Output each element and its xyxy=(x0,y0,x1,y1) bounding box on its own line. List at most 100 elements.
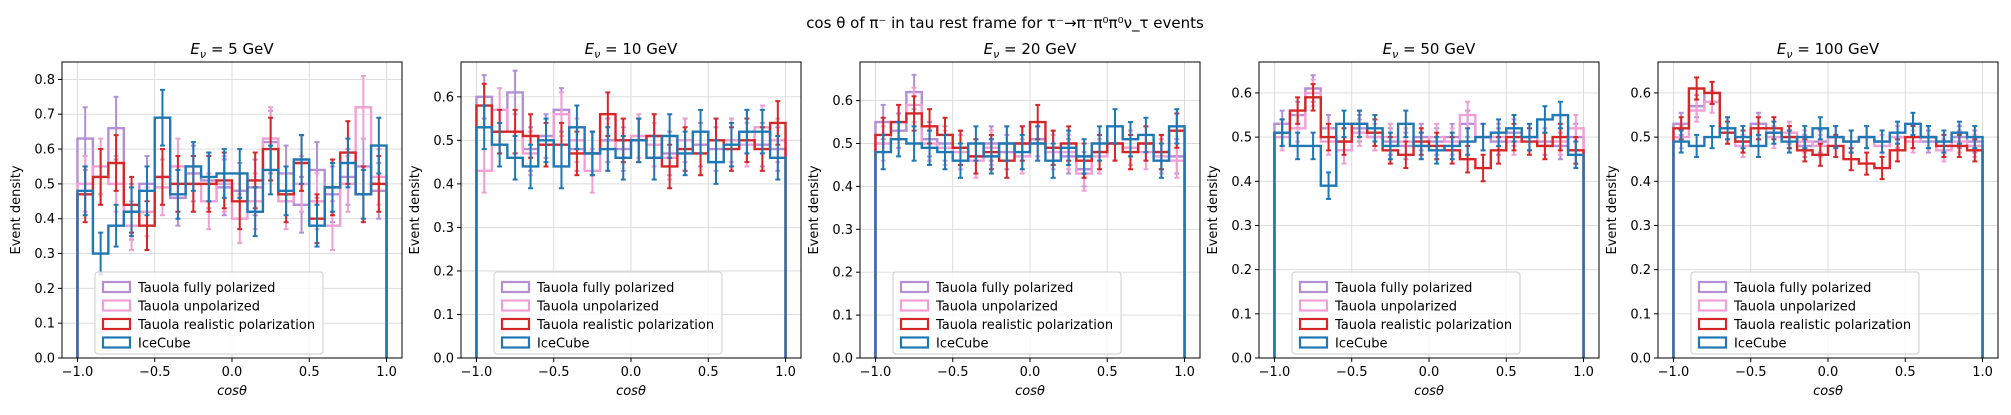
series-icecube xyxy=(1672,111,1984,358)
y-tick-label: 0.4 xyxy=(1630,175,1651,190)
y-tick-label: 0.1 xyxy=(1231,307,1252,322)
x-tick-label: 0.5 xyxy=(1496,365,1517,380)
y-tick-label: 0.6 xyxy=(1630,86,1651,101)
y-tick-label: 0.2 xyxy=(1630,263,1651,278)
legend-swatch xyxy=(500,280,531,294)
legend: Tauola fully polarized Tauola unpolarized… xyxy=(493,271,723,355)
histogram-step xyxy=(1672,122,1984,358)
x-tick-label: −1.0 xyxy=(461,365,493,380)
y-tick-label: 0.1 xyxy=(433,308,454,323)
legend-box xyxy=(1690,271,1920,355)
legend-swatch xyxy=(1697,317,1728,331)
legend-box xyxy=(892,271,1122,355)
x-tick-label: 0.0 xyxy=(1818,365,1839,380)
series-icecube xyxy=(76,88,388,358)
x-tick-label: −0.5 xyxy=(937,365,969,380)
subplot-title: Eν = 50 GeV xyxy=(1383,40,1476,61)
legend-swatch xyxy=(899,299,930,312)
y-tick-label: 0.4 xyxy=(1231,175,1252,190)
legend-box xyxy=(493,271,723,355)
y-tick-label: 0.2 xyxy=(433,264,454,279)
legend-entry-label: Tauola unpolarized xyxy=(1733,300,1856,315)
legend: Tauola fully polarized Tauola unpolarized… xyxy=(1690,271,1920,355)
x-tick-label: −1.0 xyxy=(1658,365,1690,380)
legend-box xyxy=(1291,271,1521,355)
legend-swatch xyxy=(500,299,531,312)
y-axis-label: Event density xyxy=(9,165,24,254)
y-tick-label: 0.0 xyxy=(1630,352,1651,367)
y-tick-label: 0.0 xyxy=(433,352,454,367)
y-tick-label: 0.6 xyxy=(433,90,454,105)
y-axis-label: Event density xyxy=(807,165,822,254)
y-tick-label: 0.8 xyxy=(34,73,55,88)
legend-swatch xyxy=(1298,280,1329,294)
y-axis-label: Event density xyxy=(408,165,423,254)
histogram-step xyxy=(76,116,388,358)
histogram-step xyxy=(874,125,1186,358)
y-tick-label: 0.5 xyxy=(832,137,853,152)
legend-box xyxy=(94,271,324,355)
y-tick-label: 0.4 xyxy=(832,180,853,195)
subplot-2: −1.0 −0.5 0.0 0.5 1.0 0.0 0.1 0.2 0.3 0.4 0.5 0.6 co… xyxy=(408,40,802,399)
series-icecube xyxy=(874,108,1186,358)
legend-entry-label: IceCube xyxy=(1335,337,1388,352)
x-tick-label: 1.0 xyxy=(775,365,796,380)
y-tick-label: 0.3 xyxy=(34,247,55,262)
histogram-step xyxy=(874,112,1186,358)
y-axis-label: Event density xyxy=(1206,165,1221,254)
histogram-step xyxy=(475,126,787,358)
y-tick-label: 0.1 xyxy=(832,309,853,324)
y-tick-label: 0.3 xyxy=(1630,219,1651,234)
y-tick-label: 0.6 xyxy=(34,143,55,158)
x-tick-label: 0.0 xyxy=(222,365,243,380)
series-icecube xyxy=(475,104,787,358)
legend: Tauola fully polarized Tauola unpolarized… xyxy=(94,271,324,355)
legend-entry-label: Tauola fully polarized xyxy=(1334,281,1472,296)
x-tick-label: −1.0 xyxy=(860,365,892,380)
legend: Tauola fully polarized Tauola unpolarized… xyxy=(1291,271,1521,355)
y-tick-label: 0.5 xyxy=(1231,131,1252,146)
legend-entry-label: Tauola realistic polarization xyxy=(1334,318,1512,333)
x-tick-label: 0.5 xyxy=(1097,365,1118,380)
legend-entry-label: Tauola realistic polarization xyxy=(137,318,315,333)
x-tick-label: −0.5 xyxy=(538,365,570,380)
legend-swatch xyxy=(500,336,531,349)
legend-entry-label: Tauola unpolarized xyxy=(935,300,1058,315)
subplot-1: −1.0 −0.5 0.0 0.5 1.0 0.0 0.1 0.2 0.3 0.4 0.5 0.6 0.… xyxy=(9,40,403,399)
y-tick-label: 0.6 xyxy=(832,94,853,109)
y-axis-label: Event density xyxy=(1605,165,1620,254)
y-tick-label: 0.2 xyxy=(832,266,853,281)
subplot-4: −1.0 −0.5 0.0 0.5 1.0 0.0 0.1 0.2 0.3 0.4 0.5 0.6 co… xyxy=(1206,40,1600,399)
x-tick-label: −0.5 xyxy=(1336,365,1368,380)
legend-entry-label: Tauola fully polarized xyxy=(536,281,674,296)
legend-entry-label: Tauola realistic polarization xyxy=(536,318,714,333)
legend-entry-label: Tauola fully polarized xyxy=(1733,281,1871,296)
figure-title: cos θ of π⁻ in tau rest frame for τ⁻→π⁻π… xyxy=(806,14,1204,33)
histogram-step xyxy=(1273,96,1585,358)
legend-swatch xyxy=(500,317,531,331)
y-tick-label: 0.5 xyxy=(34,177,55,192)
y-tick-label: 0.5 xyxy=(1630,131,1651,146)
x-tick-label: 0.0 xyxy=(1020,365,1041,380)
legend-swatch xyxy=(899,336,930,349)
y-tick-label: 0.3 xyxy=(832,223,853,238)
y-tick-label: 0.1 xyxy=(1630,307,1651,322)
subplot-title: Eν = 100 GeV xyxy=(1777,40,1880,61)
x-axis-label: cosθ xyxy=(1015,384,1045,399)
legend-entry-label: Tauola unpolarized xyxy=(536,300,659,315)
x-tick-label: −1.0 xyxy=(1259,365,1291,380)
y-tick-label: 0.4 xyxy=(433,177,454,192)
legend-swatch xyxy=(1298,299,1329,312)
legend-swatch xyxy=(899,280,930,294)
y-tick-label: 0.2 xyxy=(34,282,55,297)
legend-swatch xyxy=(101,317,132,331)
y-tick-label: 0.0 xyxy=(34,352,55,367)
y-tick-label: 0.0 xyxy=(832,352,853,367)
legend-swatch xyxy=(1697,336,1728,349)
legend-swatch xyxy=(1697,299,1728,312)
legend-swatch xyxy=(1298,336,1329,349)
subplot-5: −1.0 −0.5 0.0 0.5 1.0 0.0 0.1 0.2 0.3 0.4 0.5 0.6 co… xyxy=(1605,40,1999,399)
x-tick-label: 0.0 xyxy=(621,365,642,380)
